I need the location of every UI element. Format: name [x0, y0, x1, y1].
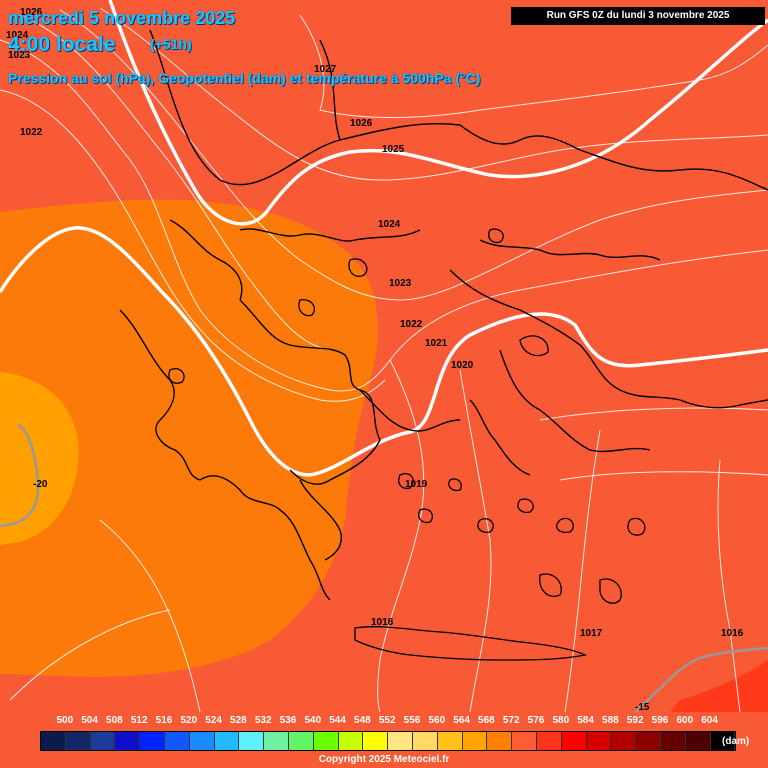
legend-tick-label: 536 [279, 715, 297, 726]
legend-swatch [437, 732, 463, 750]
isobar-label: 1024 [378, 219, 401, 230]
legend-tick-label: 524 [205, 715, 222, 726]
legend-tick-label: 600 [676, 715, 694, 726]
legend-swatch [140, 732, 165, 750]
legend-swatch [685, 732, 711, 750]
legend-tick-label: 560 [428, 715, 446, 726]
legend-swatch [388, 732, 413, 750]
isotherms [0, 423, 768, 713]
forecast-date: mercredi 5 novembre 2025 [8, 8, 236, 28]
legend-tick-label: 592 [626, 715, 644, 726]
legend-swatch [462, 732, 488, 750]
legend-tick-label: 512 [130, 715, 148, 726]
isobar-label: 1020 [451, 360, 474, 371]
legend-swatch [487, 732, 513, 750]
legend-swatch [512, 732, 537, 750]
isobar-label: 1019 [405, 479, 428, 490]
legend-tick-label: 564 [453, 715, 470, 726]
legend-tick-label: 504 [81, 715, 98, 726]
isobar-labels: 1026 1024 1023 1022 1027 1026 1025 1024 … [6, 7, 744, 713]
legend-swatch [586, 732, 612, 750]
legend-swatch [412, 732, 438, 750]
legend-tick-label: 520 [180, 715, 198, 726]
parameters-title: Pression au sol (hPa), Geopotentiel (dam… [8, 70, 481, 86]
geopotential-568-area [0, 372, 79, 545]
legend-tick-label: 572 [502, 715, 520, 726]
lead-time: (+51h) [150, 36, 192, 52]
isobar-label: 1023 [389, 278, 412, 289]
legend-swatch [41, 732, 66, 750]
isobar-label: 1017 [580, 628, 603, 639]
islands [168, 228, 646, 661]
legend-tick-label: 516 [155, 715, 173, 726]
legend-swatches [40, 731, 737, 751]
legend-swatch [164, 732, 190, 750]
isobar-label: 1018 [371, 617, 394, 628]
legend-swatch [710, 732, 736, 750]
legend-swatch [313, 732, 339, 750]
legend-swatch [189, 732, 215, 750]
legend-swatch [115, 732, 141, 750]
legend-tick-label: 548 [354, 715, 371, 726]
forecast-time: 4:00 locale [8, 33, 116, 56]
isobar-label: 1026 [350, 118, 373, 129]
legend-swatch [636, 732, 661, 750]
legend-tick-label: 588 [602, 715, 619, 726]
legend-tick-label: 604 [701, 715, 718, 726]
legend-swatch [338, 732, 364, 750]
legend-tick-label: 552 [378, 715, 396, 726]
legend-tick-label: 580 [552, 715, 570, 726]
isobar-label: 1023 [8, 50, 31, 61]
isobar-label: 1021 [425, 338, 448, 349]
legend-tick-label: 544 [329, 715, 346, 726]
isobar-label: 1027 [314, 64, 337, 75]
color-legend: 500 504 508 512 516 520 524 528 532 536 540 544 548 5… [0, 712, 768, 768]
isobar-label: 1022 [20, 127, 43, 138]
legend-tick-label: 568 [478, 715, 495, 726]
legend-swatch [288, 732, 314, 750]
legend-tick-label: 556 [403, 715, 421, 726]
model-run-label: Run GFS 0Z du lundi 3 novembre 2025 [511, 7, 765, 25]
legend-swatch [363, 732, 389, 750]
geopotential-580-area [670, 660, 768, 712]
legend-swatch [90, 732, 116, 750]
legend-swatch [264, 732, 289, 750]
coastlines [119, 29, 768, 601]
geopotential-contours [0, 0, 768, 477]
isobar-label: 1025 [382, 144, 405, 155]
legend-tick-label: 532 [254, 715, 272, 726]
legend-swatch [239, 732, 265, 750]
legend-tick-label: 508 [106, 715, 123, 726]
isotherm-minus15 [634, 646, 768, 713]
isobar-label: 1026 [20, 7, 43, 18]
legend-tick-label: 596 [651, 715, 669, 726]
isotherm-label: -15 [635, 702, 650, 713]
legend-swatch [611, 732, 637, 750]
legend-tick-label: 576 [527, 715, 545, 726]
isobar-label: 1016 [721, 628, 744, 639]
legend-swatch [65, 732, 91, 750]
isobar-label: 1024 [6, 30, 29, 41]
legend-swatch [660, 732, 686, 750]
legend-tick-label: 500 [56, 715, 74, 726]
legend-tick-label: 528 [230, 715, 247, 726]
isotherm-label: -20 [33, 479, 48, 490]
copyright-text: Copyright 2025 Meteociel.fr [318, 754, 450, 765]
geopotential-572-area [0, 199, 378, 677]
legend-unit: (dam) [722, 736, 750, 747]
legend-swatch [561, 732, 587, 750]
isotherm-minus20 [0, 423, 40, 528]
legend-swatch [214, 732, 240, 750]
legend-tick-label: 540 [304, 715, 322, 726]
isobar-label: 1022 [400, 319, 423, 330]
legend-swatch [536, 732, 562, 750]
legend-tick-label: 584 [577, 715, 594, 726]
